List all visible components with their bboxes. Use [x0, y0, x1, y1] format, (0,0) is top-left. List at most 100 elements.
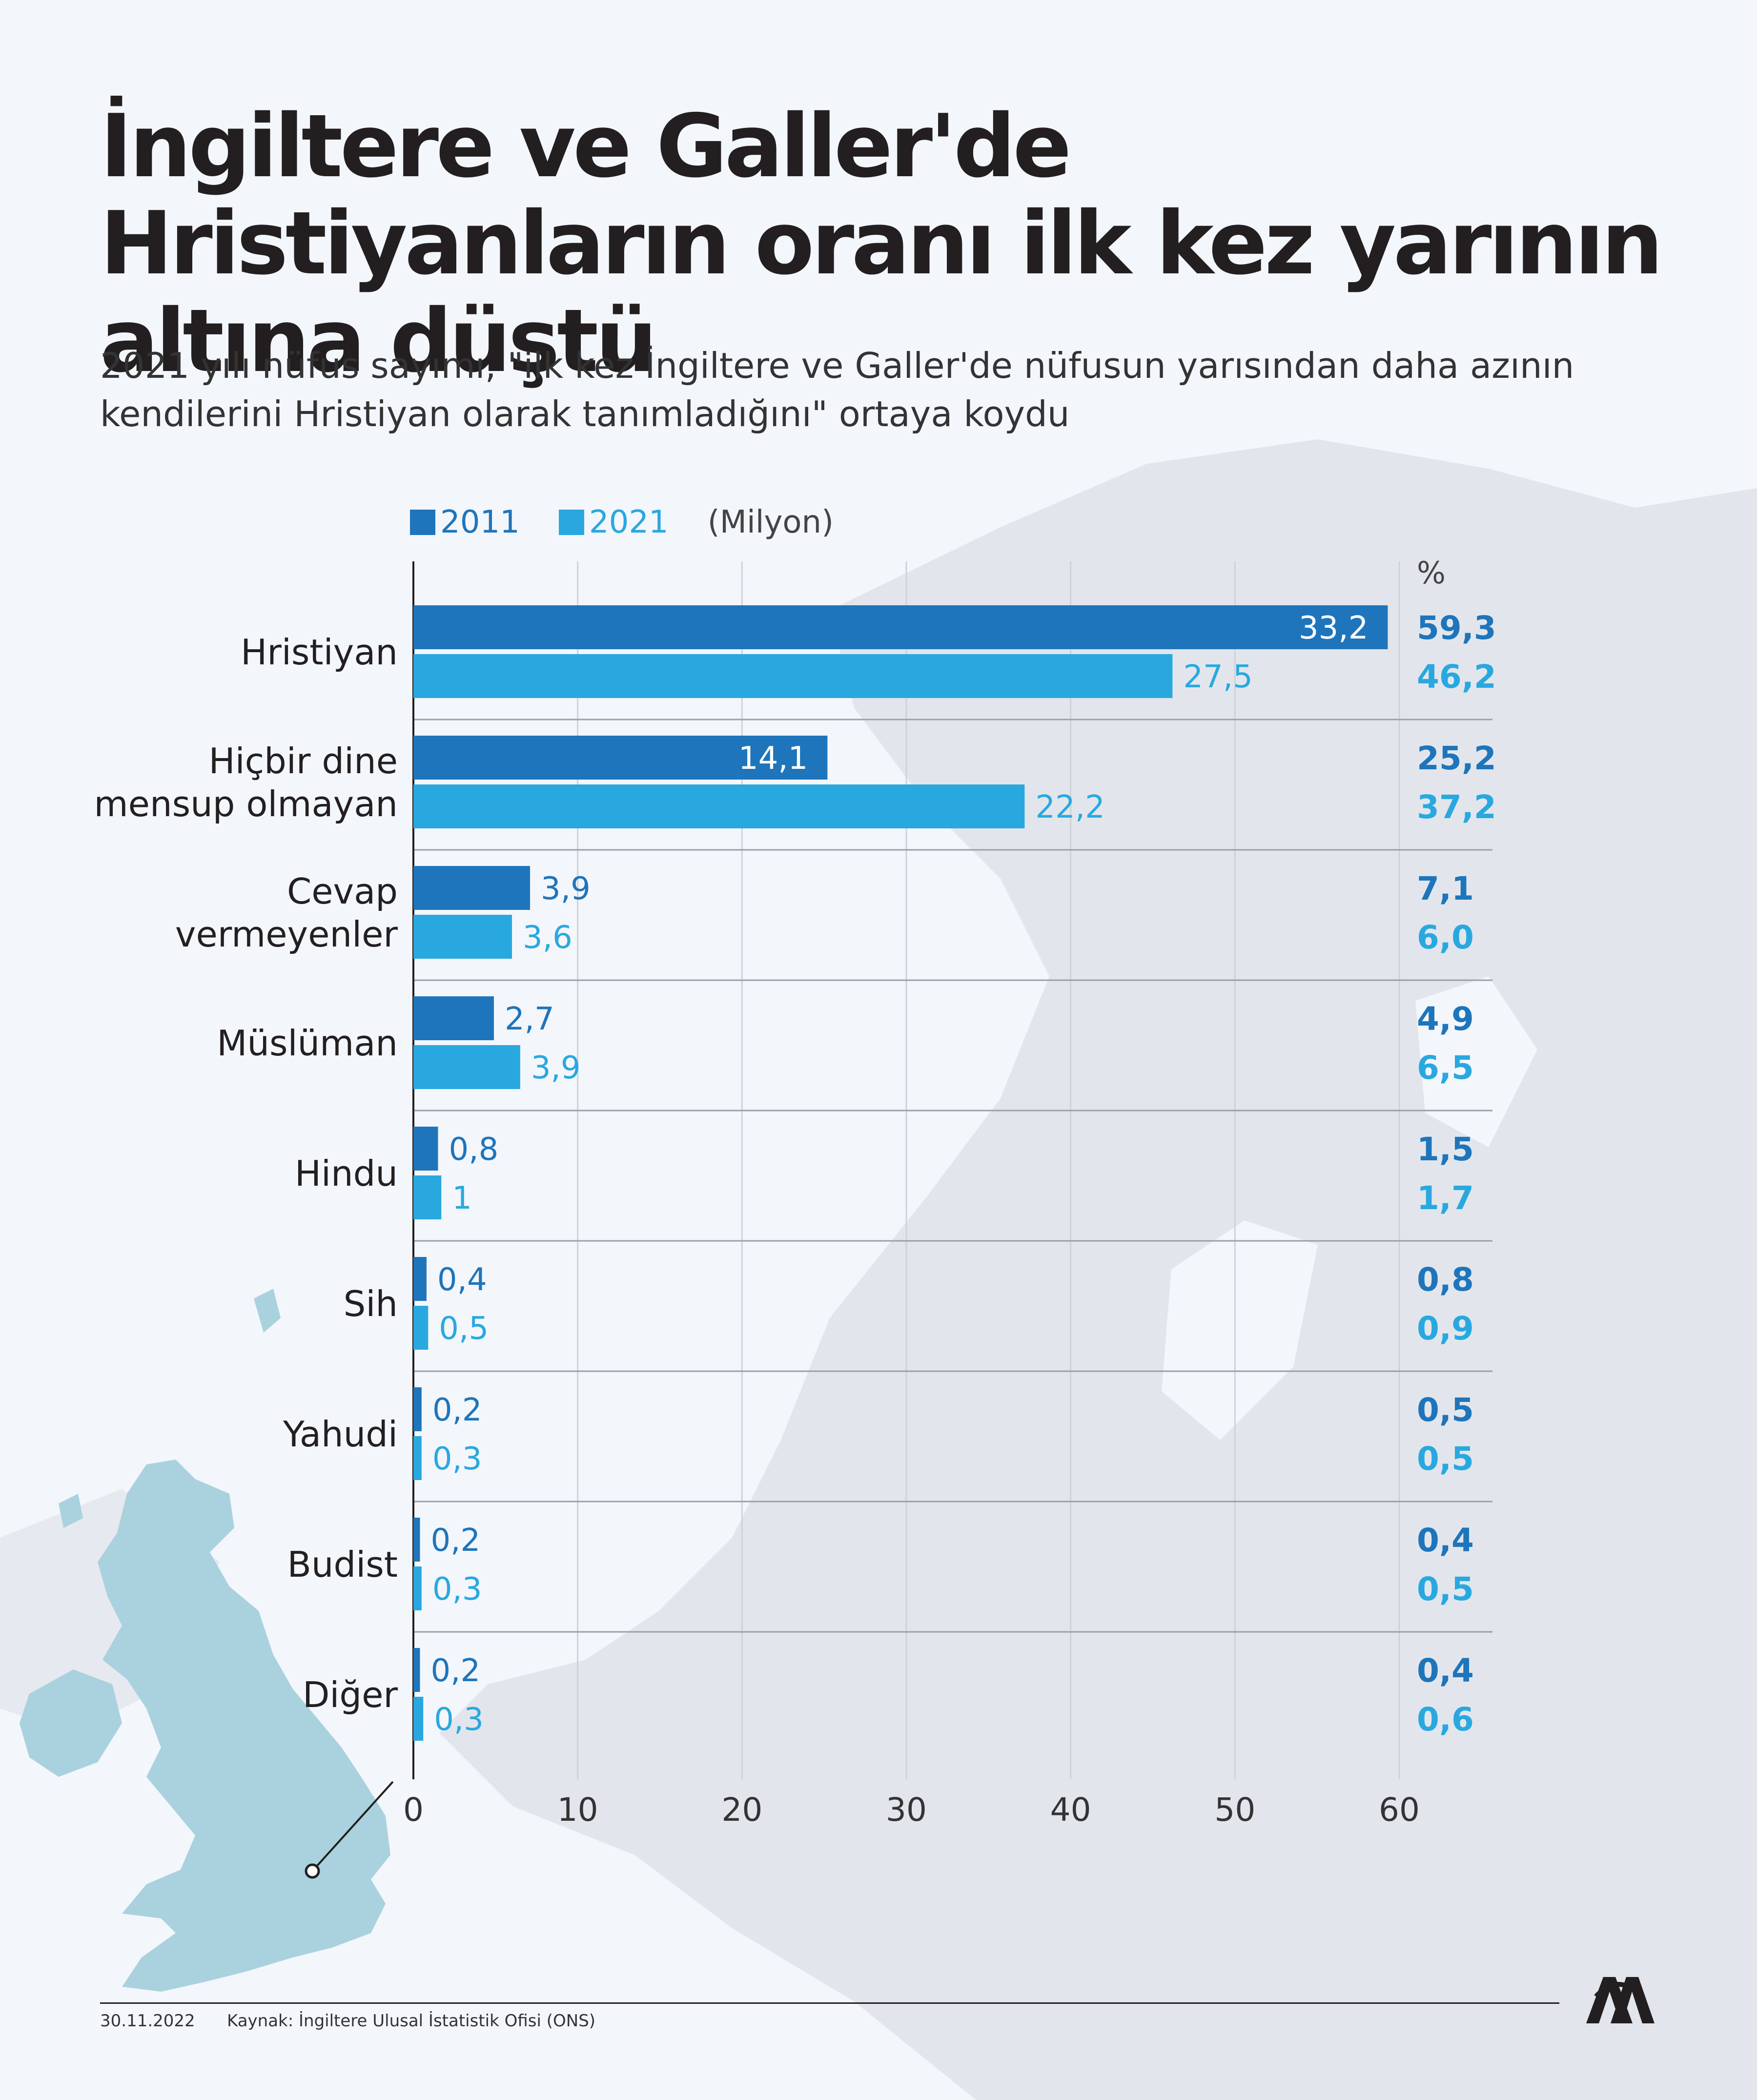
value-label-2021: 0,3: [432, 1441, 482, 1477]
category-label-line: Budist: [287, 1544, 398, 1585]
category-label-line: Hiçbir dine: [208, 741, 398, 782]
value-label-2021: 3,9: [531, 1050, 581, 1086]
percent-label-2011: 59,3: [1417, 609, 1496, 647]
bar-2021: [413, 654, 1173, 698]
bar-2021: [413, 1436, 422, 1480]
value-label-2011: 0,2: [430, 1653, 480, 1689]
percent-label-2011: 4,9: [1417, 1000, 1474, 1038]
bar-2021: [413, 1045, 520, 1089]
percent-label-2011: 1,5: [1417, 1131, 1474, 1168]
percent-label-2011: 0,4: [1417, 1652, 1474, 1689]
percent-label-2021: 0,9: [1417, 1310, 1474, 1347]
aa-logo-icon: [1586, 1977, 1655, 2023]
legend-label-2011: 2011: [440, 504, 520, 540]
bar-2021: [413, 784, 1025, 828]
category-label-line: Hindu: [295, 1153, 398, 1194]
x-tick-label-20: 20: [721, 1791, 762, 1829]
value-label-2011: 14,1: [738, 741, 808, 777]
category-label-line: vermeyenler: [175, 914, 398, 955]
category-label: Cevap vermeyenler: [175, 871, 398, 955]
legend-item-2011: 2011: [410, 504, 520, 540]
category-label: Diğer: [303, 1674, 398, 1715]
category-label-line: Müslüman: [217, 1023, 398, 1064]
chart-legend: 2011 2021 (Milyon): [410, 498, 834, 547]
x-tick-label-40: 40: [1050, 1791, 1091, 1829]
percent-label-2021: 0,5: [1417, 1570, 1474, 1608]
percent-label-2011: 25,2: [1417, 740, 1496, 777]
x-tick-label-30: 30: [886, 1791, 927, 1829]
value-label-2011: 0,4: [437, 1262, 487, 1298]
footer-source: Kaynak: İngiltere Ulusal İstatistik Ofis…: [227, 2011, 596, 2031]
bar-2011: [413, 866, 531, 910]
bar-2021: [413, 1566, 422, 1610]
category-label: Sih: [344, 1283, 398, 1324]
bar-2011: [413, 605, 1388, 649]
value-label-2021: 0,5: [439, 1311, 489, 1347]
value-label-2021: 3,6: [523, 920, 572, 956]
category-label: Hristiyan: [241, 632, 398, 673]
london-marker: [305, 1863, 320, 1879]
bar-2021: [413, 915, 512, 959]
percent-label-2011: 0,4: [1417, 1522, 1474, 1559]
percent-label-2021: 0,5: [1417, 1440, 1474, 1478]
x-tick-label-0: 0: [403, 1791, 424, 1829]
bar-2011: [413, 996, 494, 1040]
category-label: Budist: [287, 1544, 398, 1585]
percent-header: %: [1417, 555, 1446, 591]
percent-label-2021: 6,5: [1417, 1049, 1474, 1087]
value-label-2011: 0,8: [449, 1132, 499, 1168]
x-tick-label-10: 10: [557, 1791, 598, 1829]
category-label-line: mensup olmayan: [94, 783, 398, 824]
legend-label-2021: 2021: [589, 504, 669, 540]
value-label-2021: 22,2: [1035, 789, 1105, 825]
legend-swatch-2011: [410, 510, 435, 535]
value-label-2011: 3,9: [541, 871, 591, 907]
value-label-2021: 0,3: [432, 1571, 482, 1607]
category-label: Hindu: [295, 1153, 398, 1194]
category-label-line: Hristiyan: [241, 632, 398, 673]
footer-divider: [100, 2002, 1559, 2004]
value-label-2011: 0,2: [430, 1523, 480, 1559]
value-label-2011: 33,2: [1299, 610, 1369, 646]
bar-2011: [413, 1518, 420, 1562]
uk-landmass: [20, 1289, 390, 1992]
legend-unit: (Milyon): [707, 504, 834, 540]
category-label-line: Diğer: [303, 1674, 398, 1715]
value-label-2021: 0,3: [434, 1702, 484, 1738]
page-title: İngiltere ve Galler'de Hristiyanların or…: [100, 96, 1663, 391]
value-label-2011: 2,7: [505, 1001, 554, 1037]
category-label: Hiçbir dine mensup olmayan: [94, 741, 398, 824]
category-label: Yahudi: [283, 1414, 398, 1455]
bar-2021: [413, 1175, 442, 1219]
category-label-line: Cevap: [287, 871, 398, 912]
legend-swatch-2021: [558, 510, 584, 535]
percent-label-2021: 0,6: [1417, 1701, 1474, 1738]
category-label-line: Sih: [344, 1283, 398, 1324]
percent-label-2021: 37,2: [1417, 788, 1496, 826]
bar-2021: [413, 1306, 429, 1350]
category-label: Müslüman: [217, 1023, 398, 1064]
legend-item-2021: 2021: [558, 504, 669, 540]
bar-2011: [413, 1257, 427, 1301]
x-tick-label-60: 60: [1379, 1791, 1420, 1829]
percent-label-2011: 0,8: [1417, 1261, 1474, 1298]
x-tick-label-50: 50: [1214, 1791, 1255, 1829]
percent-label-2021: 6,0: [1417, 919, 1474, 956]
category-label-line: Yahudi: [283, 1414, 398, 1455]
percent-label-2021: 1,7: [1417, 1179, 1474, 1217]
percent-label-2011: 0,5: [1417, 1391, 1474, 1429]
footer-date: 30.11.2022: [100, 2011, 195, 2031]
page-subtitle: 2021 yılı nüfus sayımı, "ilk kez İngilte…: [100, 345, 1574, 435]
percent-label-2021: 46,2: [1417, 658, 1496, 696]
bar-2011: [413, 1387, 422, 1431]
percent-label-2011: 7,1: [1417, 870, 1474, 907]
bar-2011: [413, 1127, 438, 1171]
value-label-2011: 0,2: [432, 1392, 482, 1428]
bar-2011: [413, 736, 828, 780]
bar-2021: [413, 1697, 424, 1741]
london-pointer-line: [311, 1781, 394, 1872]
value-label-2021: 1: [452, 1180, 472, 1216]
bar-2011: [413, 1648, 420, 1692]
